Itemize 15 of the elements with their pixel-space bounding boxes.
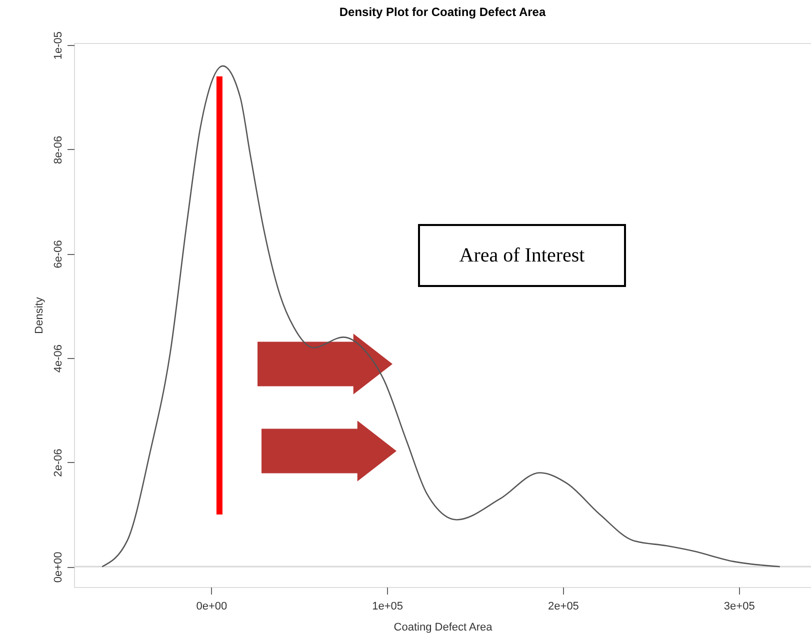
- line-series: [101, 65, 781, 568]
- y-tick-label: 4e-06: [52, 344, 64, 373]
- x-tick-label: 3e+05: [724, 600, 755, 612]
- x-tick-label: 1e+05: [372, 600, 404, 612]
- x-tick-label: 2e+05: [548, 600, 579, 612]
- y-tick-label: 6e-06: [52, 240, 64, 268]
- y-tick-label: 2e-06: [52, 448, 64, 477]
- annotation: Area of Interest: [459, 244, 586, 266]
- x-tick-label: 0e+00: [196, 600, 228, 612]
- y-tick-label: 0e+00: [52, 552, 64, 583]
- y-tick-label: 1e-05: [52, 32, 64, 60]
- x-axis-title: Coating Defect Area: [394, 622, 494, 634]
- y-tick-label: 8e-06: [52, 136, 64, 164]
- y-axis-title: Density: [34, 296, 46, 334]
- chart-title: Density Plot for Coating Defect Area: [339, 5, 546, 20]
